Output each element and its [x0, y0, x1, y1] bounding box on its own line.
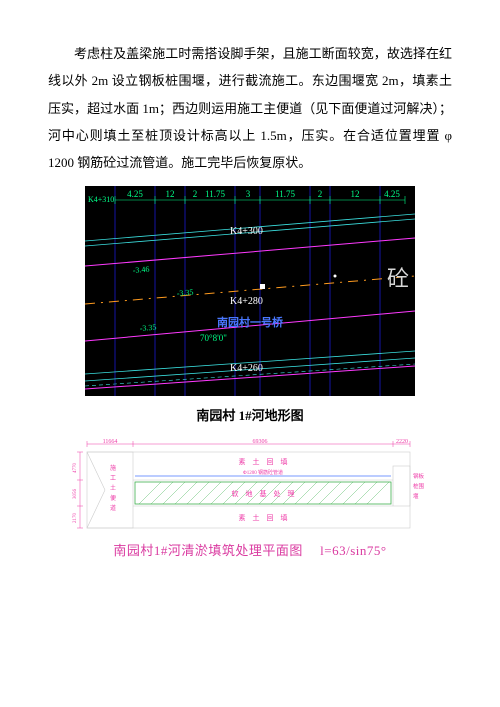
- svg-text:道: 道: [110, 504, 116, 512]
- left-edge-label: K4+310: [88, 195, 114, 204]
- plan-texts: 素 土 回 填 Φ1200 钢筋砼管道 软 地 基 处 理 素 土 回 填: [232, 457, 295, 522]
- svg-text:4.25: 4.25: [384, 189, 400, 199]
- svg-text:-3.46: -3.46: [132, 265, 149, 275]
- svg-text:70°8'0": 70°8'0": [200, 333, 227, 343]
- svg-text:2170: 2170: [73, 512, 78, 523]
- svg-text:便: 便: [110, 494, 116, 502]
- svg-text:素 土 回 填: 素 土 回 填: [239, 513, 288, 522]
- svg-text:3056: 3056: [73, 488, 78, 499]
- svg-text:K4+300: K4+300: [230, 226, 263, 237]
- caption-terrain: 南园村 1#河地形图: [48, 402, 452, 429]
- svg-text:K4+260: K4+260: [230, 363, 263, 374]
- svg-text:素 土 回 填: 素 土 回 填: [239, 457, 288, 466]
- right-block-label: 钢板 桩围 堰: [413, 472, 425, 500]
- right-block: [393, 466, 410, 506]
- dim-top: [87, 441, 410, 447]
- svg-text:11.75: 11.75: [205, 189, 225, 199]
- svg-text:-3.35: -3.35: [176, 288, 193, 298]
- svg-text:4.25: 4.25: [127, 189, 143, 199]
- svg-text:Φ1200 钢筋砼管道: Φ1200 钢筋砼管道: [243, 469, 283, 476]
- bridge-label: 南园村一号桥: [217, 315, 284, 329]
- svg-text:-3.35: -3.35: [139, 323, 156, 333]
- svg-text:施: 施: [110, 464, 116, 472]
- svg-text:2: 2: [193, 189, 198, 199]
- main-paragraph: 考虑柱及盖梁施工时需搭设脚手架，且施工断面较宽，故选择在红线以外 2m 设立钢板…: [48, 40, 452, 176]
- svg-text:69306: 69306: [253, 439, 268, 445]
- svg-text:3: 3: [246, 189, 251, 199]
- svg-text:堰: 堰: [413, 492, 419, 500]
- caption-plan: 南园村1#河清淤填筑处理平面图 l=63/sin75°: [48, 537, 452, 564]
- cad-terrain-figure: 4.25 12 2 11.75 3 11.75 2 12 4.25 K4+300…: [85, 186, 415, 396]
- left-ramp-label: 施 工 土 便 道: [110, 464, 116, 512]
- svg-text:4770: 4770: [73, 462, 78, 473]
- svg-text:桩围: 桩围: [413, 482, 425, 490]
- svg-text:钢板: 钢板: [413, 472, 425, 480]
- svg-text:12: 12: [166, 189, 175, 199]
- svg-text:K4+280: K4+280: [230, 296, 263, 307]
- right-char: 砼: [387, 266, 409, 291]
- svg-text:2220: 2220: [396, 439, 408, 445]
- svg-text:12: 12: [351, 189, 360, 199]
- svg-text:11.75: 11.75: [275, 189, 295, 199]
- svg-text:软 地 基 处 理: 软 地 基 处 理: [232, 489, 295, 498]
- svg-text:11664: 11664: [103, 439, 118, 445]
- plan-figure: 11664 69306 2220 4770 3056 2170: [55, 438, 445, 533]
- svg-text:工: 工: [110, 475, 116, 482]
- svg-text:2: 2: [318, 189, 323, 199]
- dim-left-text: 4770 3056 2170: [73, 462, 78, 523]
- svg-text:土: 土: [110, 484, 116, 492]
